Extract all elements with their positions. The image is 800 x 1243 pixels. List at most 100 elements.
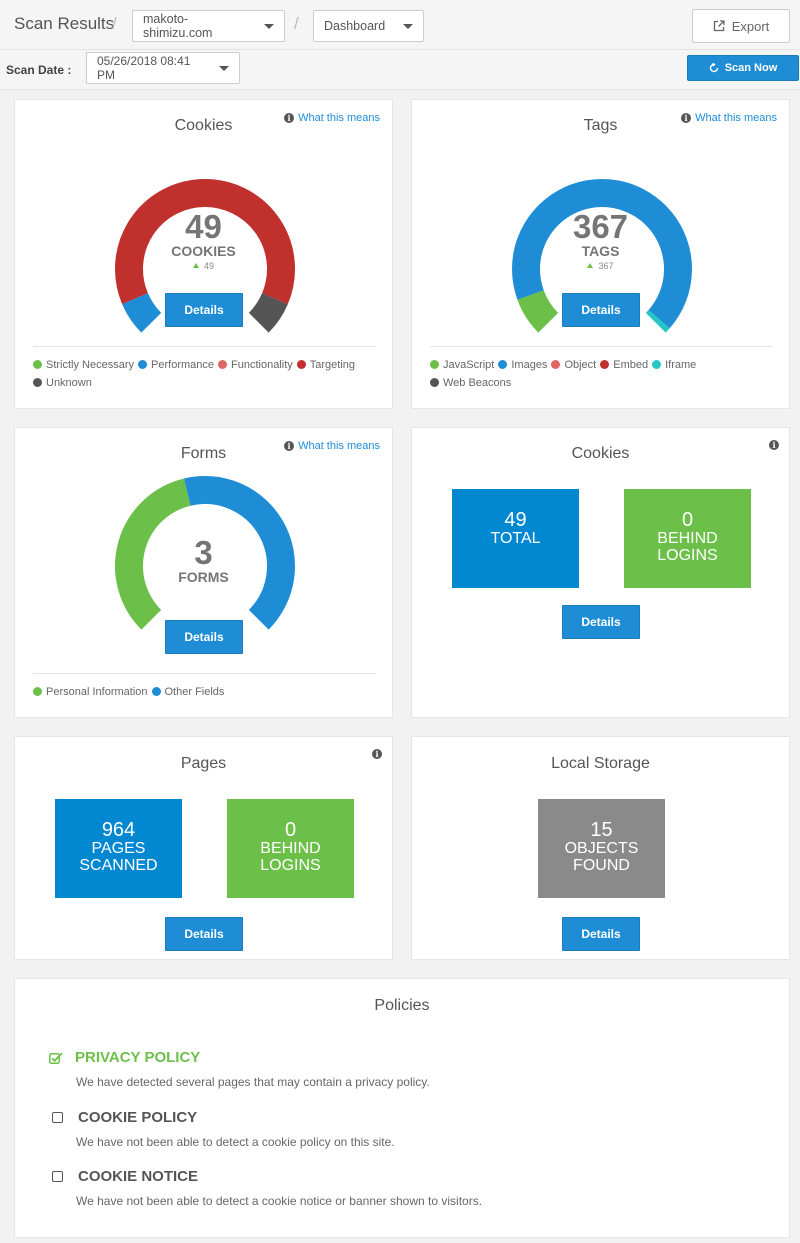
what-this-means-link[interactable]: i What this means xyxy=(284,440,380,452)
gauge-unit: TAGS xyxy=(581,243,620,259)
top-bar: Scan Results / makoto-shimizu.com / Dash… xyxy=(0,0,800,50)
policy-item: COOKIE NOTICE We have not been able to d… xyxy=(49,1168,769,1208)
legend-item[interactable]: Targeting xyxy=(296,356,355,374)
stat-label: TOTAL xyxy=(490,530,541,547)
info-icon[interactable]: i xyxy=(769,440,779,450)
legend-label: Other Fields xyxy=(164,686,225,698)
gauge-unit: FORMS xyxy=(178,569,229,585)
legend-item[interactable]: Embed xyxy=(600,356,648,374)
forms-gauge-card: Forms i What this means 3 FORMS Details … xyxy=(14,427,393,718)
forms-details-button[interactable]: Details xyxy=(165,620,243,654)
forms-gauge-chart xyxy=(115,476,295,630)
export-button[interactable]: Export xyxy=(692,9,790,43)
cookies-gauge-chart xyxy=(115,179,295,333)
legend-label: Strictly Necessary xyxy=(46,359,135,371)
unchecked-box-icon xyxy=(52,1112,63,1123)
stat-value: 0 xyxy=(681,509,694,531)
tags-details-button[interactable]: Details xyxy=(562,293,640,327)
card-title: Policies xyxy=(374,997,430,1014)
legend-dot-icon xyxy=(600,360,610,369)
divider xyxy=(33,673,376,674)
what-this-means-link[interactable]: i What this means xyxy=(284,112,380,124)
info-icon[interactable]: i xyxy=(372,749,382,759)
total-cookies-box: 49 TOTAL xyxy=(452,489,579,588)
gauge-segment-personal-information xyxy=(115,478,192,630)
chevron-down-icon xyxy=(264,23,274,29)
what-this-means-link[interactable]: i What this means xyxy=(681,112,777,124)
gauge-segment-targeting xyxy=(115,179,295,305)
gauge-segment-performance xyxy=(122,292,162,333)
cookies-behind-logins-box: 0 BEHIND LOGINS xyxy=(624,489,751,588)
view-dropdown-value: Dashboard xyxy=(324,19,386,33)
legend-item[interactable]: JavaScript xyxy=(430,356,494,374)
breadcrumb-separator: / xyxy=(294,14,299,33)
cookies-summary-details-button[interactable]: Details xyxy=(562,605,640,639)
what-this-means-label: What this means xyxy=(695,112,777,124)
policy-name: COOKIE POLICY xyxy=(78,1109,198,1126)
cookies-gauge-card: Cookies i What this means 49 COOKIES 49 … xyxy=(14,99,393,409)
gauge-center: 49 COOKIES 49 xyxy=(15,210,392,271)
forms-legend: Personal Information Other Fields xyxy=(33,683,382,701)
legend-item[interactable]: Iframe xyxy=(652,356,696,374)
view-dropdown[interactable]: Dashboard xyxy=(313,10,424,42)
legend-item[interactable]: Functionality xyxy=(218,356,293,374)
unchecked-box-icon xyxy=(52,1171,63,1182)
site-dropdown[interactable]: makoto-shimizu.com xyxy=(132,10,285,42)
gauge-value: 3 xyxy=(194,534,213,571)
cookies-details-button[interactable]: Details xyxy=(165,293,243,327)
legend-item[interactable]: Strictly Necessary xyxy=(33,356,134,374)
pages-details-button[interactable]: Details xyxy=(165,917,243,951)
what-this-means-label: What this means xyxy=(298,112,380,124)
stat-value: 964 xyxy=(101,819,136,841)
scan-now-button[interactable]: Scan Now xyxy=(687,55,799,81)
policy-item: PRIVACY POLICY We have detected several … xyxy=(49,1049,769,1089)
pages-card: Pages i 964 PAGES SCANNED 0 BEHIND LOGIN… xyxy=(14,736,393,960)
legend-label: Images xyxy=(511,359,548,371)
legend-item[interactable]: Personal Information xyxy=(33,683,148,701)
gauge-segment-unknown xyxy=(248,292,288,333)
policy-heading: COOKIE NOTICE xyxy=(49,1168,769,1185)
legend-label: Functionality xyxy=(231,359,293,371)
legend-dot-icon xyxy=(296,360,306,369)
checked-box-icon xyxy=(49,1052,63,1064)
stat-value: 0 xyxy=(284,819,297,841)
scan-date-dropdown[interactable]: 05/26/2018 08:41 PM xyxy=(86,52,240,84)
stat-label: PAGES SCANNED xyxy=(79,840,158,874)
local-storage-details-button[interactable]: Details xyxy=(562,917,640,951)
gauge-delta-value: 367 xyxy=(598,261,614,271)
stat-label: OBJECTS FOUND xyxy=(564,840,639,874)
arrow-up-icon xyxy=(587,263,594,268)
legend-dot-icon xyxy=(551,360,561,369)
scan-bar: Scan Date : 05/26/2018 08:41 PM Scan Now xyxy=(0,50,800,90)
legend-label: Web Beacons xyxy=(443,377,512,389)
pages-scanned-box: 964 PAGES SCANNED xyxy=(55,799,182,898)
legend-dot-icon xyxy=(33,378,42,387)
legend-dot-icon xyxy=(430,378,439,387)
gauge-segment-javascript xyxy=(517,289,559,333)
divider xyxy=(33,346,376,347)
chevron-down-icon xyxy=(219,65,229,71)
stat-label: BEHIND LOGINS xyxy=(260,840,321,874)
legend-item[interactable]: Performance xyxy=(138,356,214,374)
gauge-delta-value: 49 xyxy=(203,261,214,271)
policy-description: We have not been able to detect a cookie… xyxy=(76,1194,483,1208)
gauge-value: 367 xyxy=(572,208,629,245)
legend-dot-icon xyxy=(652,360,662,369)
card-title: Forms xyxy=(180,445,227,462)
scan-date-label: Scan Date : xyxy=(6,63,72,77)
policy-heading: COOKIE POLICY xyxy=(49,1109,769,1126)
legend-dot-icon xyxy=(33,687,42,696)
legend-item[interactable]: Images xyxy=(498,356,547,374)
legend-item[interactable]: Unknown xyxy=(33,374,92,392)
policy-heading: PRIVACY POLICY xyxy=(49,1049,769,1066)
legend-label: Personal Information xyxy=(46,686,148,698)
what-this-means-label: What this means xyxy=(298,440,380,452)
info-icon: i xyxy=(284,113,295,123)
arrow-up-icon xyxy=(192,263,199,268)
legend-dot-icon xyxy=(498,360,508,369)
legend-item[interactable]: Object xyxy=(551,356,596,374)
gauge-unit: COOKIES xyxy=(171,243,236,259)
legend-item[interactable]: Web Beacons xyxy=(430,374,511,392)
legend-item[interactable]: Other Fields xyxy=(151,683,225,701)
policy-item: COOKIE POLICY We have not been able to d… xyxy=(49,1109,769,1149)
